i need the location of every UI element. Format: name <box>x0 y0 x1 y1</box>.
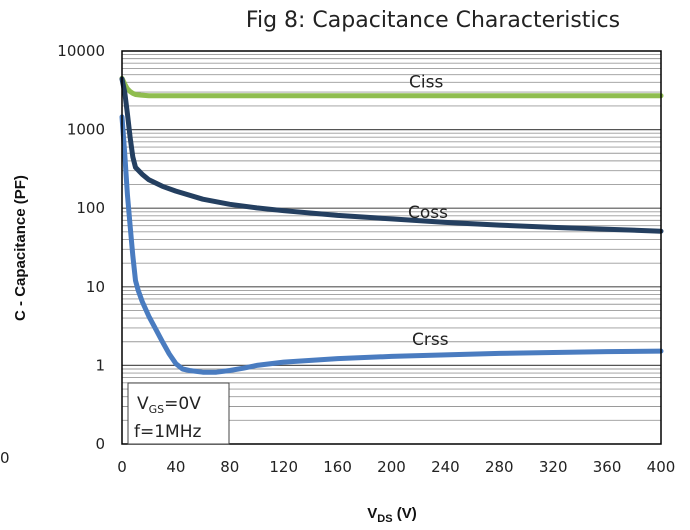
condition-vgs-main: V <box>137 394 149 414</box>
series-label-crss: Crss <box>412 330 449 350</box>
grid <box>122 54 661 421</box>
condition-vgs: VGS=0V <box>137 394 201 416</box>
x-tick-labels: 0 40 80 120 160 200 240 280 320 360 400 <box>117 458 675 476</box>
x-tick-label: 240 <box>431 458 460 476</box>
condition-vgs-rest: =0V <box>164 394 201 414</box>
series-label-coss: Coss <box>408 203 448 223</box>
series-line-coss <box>119 76 664 234</box>
x-tick-label: 280 <box>485 458 514 476</box>
plot-frame <box>121 50 662 445</box>
x-tick-label: 40 <box>166 458 185 476</box>
y-tick-label: 1 <box>95 356 105 374</box>
series-line-ciss <box>119 75 664 99</box>
y-tick-label: 100 <box>76 199 105 217</box>
x-axis-label-main: V <box>367 505 377 522</box>
x-tick-label: 400 <box>647 458 676 476</box>
conditions-box <box>127 382 230 445</box>
y-tick-label: 10000 <box>57 42 105 60</box>
y-tick-labels: 0 1 10 100 1000 10000 <box>57 42 105 453</box>
y-tick-label: 1000 <box>67 121 105 139</box>
y-tick-label: 0 <box>95 435 105 453</box>
condition-vgs-sub: GS <box>149 403 165 416</box>
x-axis-label: VDS (V) <box>367 505 416 525</box>
series-line-crss <box>119 114 664 375</box>
x-axis-label-unit: (V) <box>393 505 417 522</box>
y-axis-label: C - Capacitance (PF) <box>12 175 29 321</box>
y-tick-label: 10 <box>86 278 105 296</box>
stray-tick-label: 0 <box>0 449 10 467</box>
condition-frequency: f=1MHz <box>134 422 201 442</box>
x-tick-label: 320 <box>539 458 568 476</box>
x-tick-label: 120 <box>269 458 298 476</box>
series-layer: Ciss Coss Crss <box>119 73 664 375</box>
x-tick-label: 160 <box>323 458 352 476</box>
x-tick-label: 200 <box>377 458 406 476</box>
chart-title: Fig 8: Capacitance Characteristics <box>246 8 620 33</box>
x-axis-label-sub: DS <box>377 513 392 525</box>
x-tick-label: 80 <box>220 458 239 476</box>
series-label-ciss: Ciss <box>409 73 443 93</box>
x-tick-label: 360 <box>593 458 622 476</box>
x-tick-label: 0 <box>117 458 127 476</box>
